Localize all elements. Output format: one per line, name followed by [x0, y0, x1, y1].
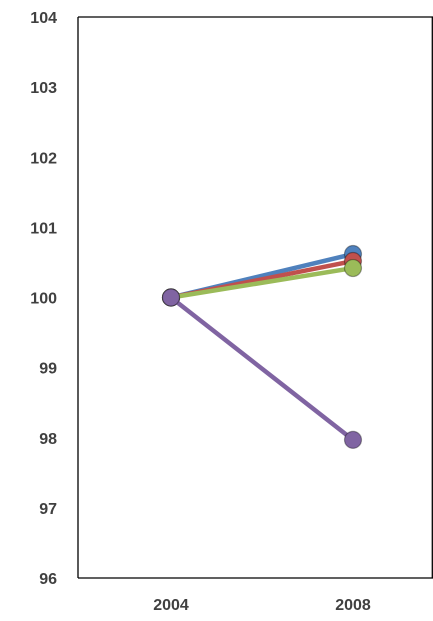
chart-series: [161, 244, 363, 449]
data-point: [161, 288, 181, 307]
x-tick-label: 2008: [335, 597, 371, 614]
y-tick-label: 99: [39, 361, 57, 378]
y-tick-label: 103: [30, 80, 57, 97]
series-1: [161, 244, 363, 307]
y-tick-label: 97: [39, 501, 57, 518]
data-point: [343, 258, 363, 278]
y-tick-label: 104: [30, 10, 57, 27]
y-tick-label: 96: [39, 571, 57, 588]
y-tick-label: 98: [39, 431, 57, 448]
y-tick-label: 100: [30, 291, 57, 308]
series-line: [168, 295, 356, 443]
data-point: [343, 430, 363, 449]
y-axis-tick-labels: 96 97 98 99 100 101 102 103 104: [30, 10, 57, 588]
series-4: [161, 288, 363, 449]
x-axis-tick-labels: 2004 2008: [153, 597, 371, 614]
y-tick-label: 101: [30, 220, 57, 237]
chart-axes: [77, 16, 433, 579]
y-tick-label: 102: [30, 150, 57, 167]
series-line: [168, 265, 356, 300]
x-tick-label: 2004: [153, 597, 189, 614]
